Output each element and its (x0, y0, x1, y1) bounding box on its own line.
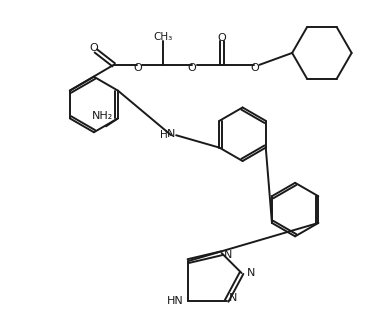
Text: HN: HN (167, 296, 184, 306)
Text: NH₂: NH₂ (92, 111, 113, 121)
Text: O: O (187, 63, 196, 73)
Text: CH₃: CH₃ (154, 32, 173, 42)
Text: O: O (217, 33, 226, 43)
Text: O: O (250, 63, 259, 73)
Text: N: N (167, 129, 175, 139)
Text: N: N (224, 250, 232, 260)
Text: H: H (161, 130, 168, 140)
Text: N: N (247, 268, 255, 278)
Text: O: O (89, 43, 98, 53)
Text: N: N (229, 293, 237, 303)
Text: O: O (133, 63, 142, 73)
